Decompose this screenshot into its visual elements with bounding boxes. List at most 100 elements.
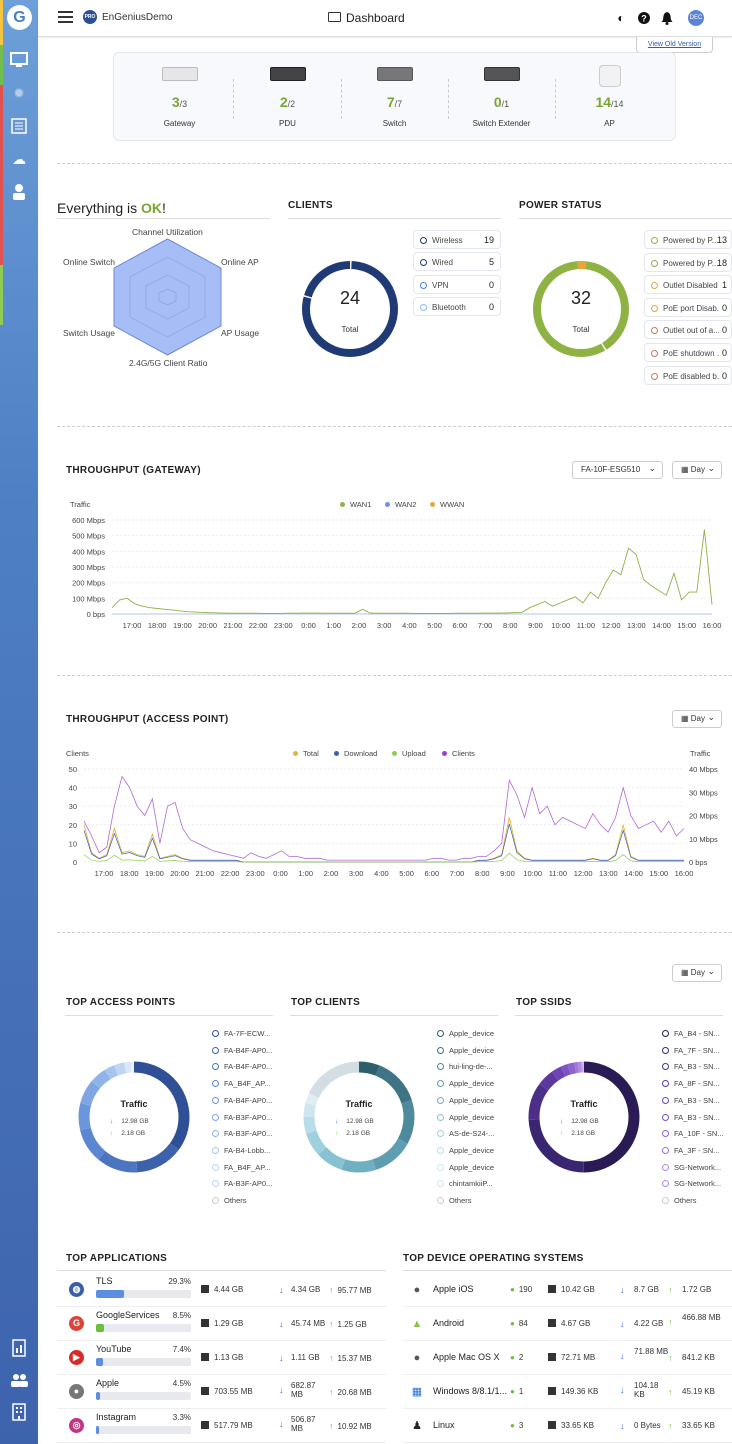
gateway-range-select[interactable]: ▦ Day [672, 460, 722, 479]
power-legend-item[interactable]: Powered by P... 13 [644, 230, 732, 249]
gateway-device-select[interactable]: FA-10F-ESG510 [572, 460, 663, 479]
application-row[interactable]: G GoogleServices 8.5% 1.29 GB ↓ 45.74 MB ↑ 1.25… [57, 1307, 386, 1341]
os-row[interactable]: ● Apple iOS ● 190 10.42 GB ↓ 8.7 GB ↑ 1.72 GB [403, 1273, 732, 1307]
device-pdu[interactable]: 2/2 PDU [234, 53, 341, 142]
user-icon[interactable] [9, 182, 29, 202]
donut-segment[interactable] [528, 1061, 640, 1173]
clients-series-line [83, 775, 685, 861]
donut-segment[interactable] [303, 1061, 415, 1173]
os-row[interactable]: ▲ Android ● 84 4.67 GB ↓ 4.22 GB ↑ 466.88 MB [403, 1307, 732, 1341]
top-panel-list-item[interactable]: Apple_device [437, 1113, 494, 1122]
ap-legend-item[interactable]: Clients [442, 749, 475, 758]
top-panel-list-item[interactable]: FA_B4F_AP... [212, 1079, 271, 1088]
donut-segment[interactable] [303, 1061, 415, 1173]
power-legend-item[interactable]: Outlet out of a... 0 [644, 320, 732, 340]
top-panel-list-item[interactable]: FA-B4F-AP0... [212, 1062, 272, 1071]
team-icon[interactable] [9, 1370, 29, 1390]
donut-segment[interactable] [78, 1061, 190, 1173]
engenius-logo-icon[interactable]: G [7, 5, 32, 30]
help-icon[interactable]: ? [637, 11, 651, 25]
top-panel-list-item[interactable]: FA_7F - SN... [662, 1046, 719, 1055]
power-legend-item[interactable]: Outlet Disabled 1 [644, 275, 732, 295]
top-panel-list-item[interactable]: Others [212, 1196, 247, 1205]
device-switch[interactable]: 7/7 Switch [341, 53, 448, 142]
clients-legend-vpn[interactable]: VPN 0 [413, 275, 501, 294]
cloud-icon[interactable]: ☁ [12, 151, 26, 167]
application-row[interactable]: ● Apple 4.5% 703.55 MB ↓ 682.87 MB ↑ 20.68 MB [57, 1375, 386, 1409]
top-panel-list-item[interactable]: FA-B4-Lobb... [212, 1146, 270, 1155]
top-panel-list-item[interactable]: FA-7F-ECW... [212, 1029, 270, 1038]
ap-legend-item[interactable]: Download [334, 749, 377, 758]
top-panel-list-item[interactable]: FA-B3F-AP0... [212, 1179, 272, 1188]
donut-segment[interactable] [528, 1061, 640, 1173]
top-panel-list-item[interactable]: FA-B4F-AP0... [212, 1046, 272, 1055]
monitor-icon[interactable] [9, 50, 29, 70]
gateway-legend-item[interactable]: WWAN [430, 500, 464, 509]
device-gateway[interactable]: 3/3 Gateway [126, 53, 233, 142]
top-panel-list-item[interactable]: FA_B4F_AP... [212, 1163, 271, 1172]
top-panel-list-item[interactable]: FA_10F - SN... [662, 1129, 724, 1138]
ap-range-select[interactable]: ▦ Day [672, 709, 722, 728]
gateway-legend-item[interactable]: WAN1 [340, 500, 371, 509]
power-legend-item[interactable]: Powered by P... 18 [644, 252, 732, 272]
tops-range-select[interactable]: ▦ Day [672, 963, 722, 982]
power-legend-item[interactable]: PoE disabled b... 0 [644, 365, 732, 385]
application-row[interactable]: ▶ YouTube 7.4% 1.13 GB ↓ 1.11 GB ↑ 15.37 MB [57, 1341, 386, 1375]
hamburger-menu-icon[interactable] [58, 11, 73, 23]
report-icon[interactable] [9, 1338, 29, 1358]
os-row[interactable]: ▦ Windows 8/8.1/1... ● 1 149.36 KB ↓ 104.18 KB… [403, 1375, 732, 1409]
clients-legend-wired[interactable]: Wired 5 [413, 252, 501, 271]
top-panel-list-item[interactable]: Others [437, 1196, 472, 1205]
top-panel-list-item[interactable]: FA_8F - SN... [662, 1079, 719, 1088]
bell-icon[interactable] [660, 11, 674, 25]
top-panel-list-item[interactable]: FA-B3F-AP0... [212, 1113, 272, 1122]
x-tick-label: 18:00 [148, 621, 167, 630]
top-panel-list-item[interactable]: FA_B4 - SN... [662, 1029, 720, 1038]
view-old-version-link[interactable]: View Old Version [636, 37, 713, 53]
top-panel-list-item[interactable]: chintamkiiP... [437, 1179, 493, 1188]
top-panel-list-item[interactable]: FA_B3 - SN... [662, 1096, 720, 1105]
donut-segment[interactable] [303, 1061, 415, 1173]
top-panel-list-item[interactable]: FA_B3 - SN... [662, 1062, 720, 1071]
organization-name[interactable]: EnGeniusDemo [102, 12, 173, 23]
os-row[interactable]: ♟ Linux ● 3 33.65 KB ↓ 0 Bytes ↑ 33.65 KB [403, 1409, 732, 1443]
top-panel-list-item[interactable]: Apple_device [437, 1046, 494, 1055]
gateway-legend-item[interactable]: WAN2 [385, 500, 416, 509]
top-panel-list-item[interactable]: Apple_device [437, 1029, 494, 1038]
building-icon[interactable] [9, 1402, 29, 1422]
theme-toggle-icon[interactable]: ◐ [617, 11, 625, 25]
devices-list-icon[interactable] [9, 116, 29, 136]
top-panel-list-item[interactable]: FA-B4F-AP0... [212, 1096, 272, 1105]
top-panel-list-item[interactable]: Others [662, 1196, 697, 1205]
clients-legend-bluetooth[interactable]: Bluetooth 0 [413, 297, 501, 316]
application-row[interactable]: ◎ Instagram 3.3% 517.79 MB ↓ 506.87 MB ↑ 10.92 … [57, 1409, 386, 1443]
top-panel-list-item[interactable]: FA-B3F-AP0... [212, 1129, 272, 1138]
top-panel-list-item[interactable]: FA_3F - SN... [662, 1146, 719, 1155]
top-panel-list-item[interactable]: Apple_device [437, 1163, 494, 1172]
ap-legend-item[interactable]: Total [293, 749, 319, 758]
top-panel-list-item[interactable]: FA_B3 - SN... [662, 1113, 720, 1122]
donut-segment[interactable] [78, 1061, 190, 1173]
donut-segment[interactable] [303, 1061, 415, 1173]
avatar[interactable]: DEC [688, 10, 704, 26]
gear-icon[interactable]: ✹ [13, 85, 25, 101]
top-panel-list-item[interactable]: AS-de-S24-... [437, 1129, 494, 1138]
radar-label: Online AP [221, 257, 259, 267]
x-tick-label: 19:00 [145, 869, 164, 878]
device-switch-extender[interactable]: 0/1 Switch Extender [448, 53, 555, 142]
top-panel-list-item[interactable]: SG-Network... [662, 1163, 721, 1172]
donut-segment[interactable] [78, 1061, 190, 1173]
top-panel-list-item[interactable]: hui-ling-de-... [437, 1062, 493, 1071]
clients-legend-wireless[interactable]: Wireless 19 [413, 230, 501, 249]
power-legend-item[interactable]: PoE port Disab... 0 [644, 297, 732, 317]
top-panel-list-item[interactable]: SG-Network... [662, 1179, 721, 1188]
os-row[interactable]: ● Apple Mac OS X ● 2 72.71 MB ↓ 71.88 MB ↑ 841.2… [403, 1341, 732, 1375]
ap-legend-item[interactable]: Upload [392, 749, 426, 758]
top-panel-list-item[interactable]: Apple_device [437, 1079, 494, 1088]
device-ap[interactable]: 14/14 AP [556, 53, 663, 142]
application-row[interactable]: ◍ TLS 29.3% 4.44 GB ↓ 4.34 GB ↑ 95.77 MB [57, 1273, 386, 1307]
top-panel-list-item[interactable]: Apple_device [437, 1096, 494, 1105]
top-applications-title: TOP APPLICATIONS [66, 1253, 168, 1264]
top-panel-list-item[interactable]: Apple_device [437, 1146, 494, 1155]
power-legend-item[interactable]: PoE shutdown ... 0 [644, 343, 732, 362]
